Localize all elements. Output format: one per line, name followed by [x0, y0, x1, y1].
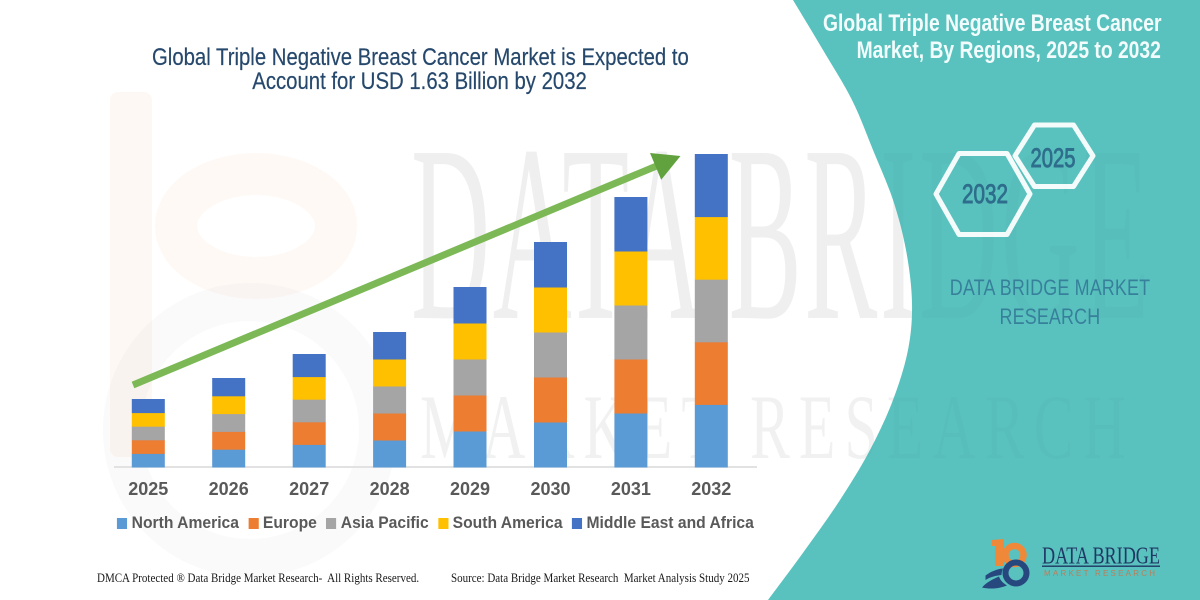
- svg-text:MARKET RESEARCH: MARKET RESEARCH: [1044, 569, 1158, 578]
- svg-text:DATA BRIDGE: DATA BRIDGE: [1042, 544, 1160, 570]
- svg-text:2032: 2032: [962, 179, 1008, 209]
- svg-text:2025: 2025: [1031, 143, 1076, 173]
